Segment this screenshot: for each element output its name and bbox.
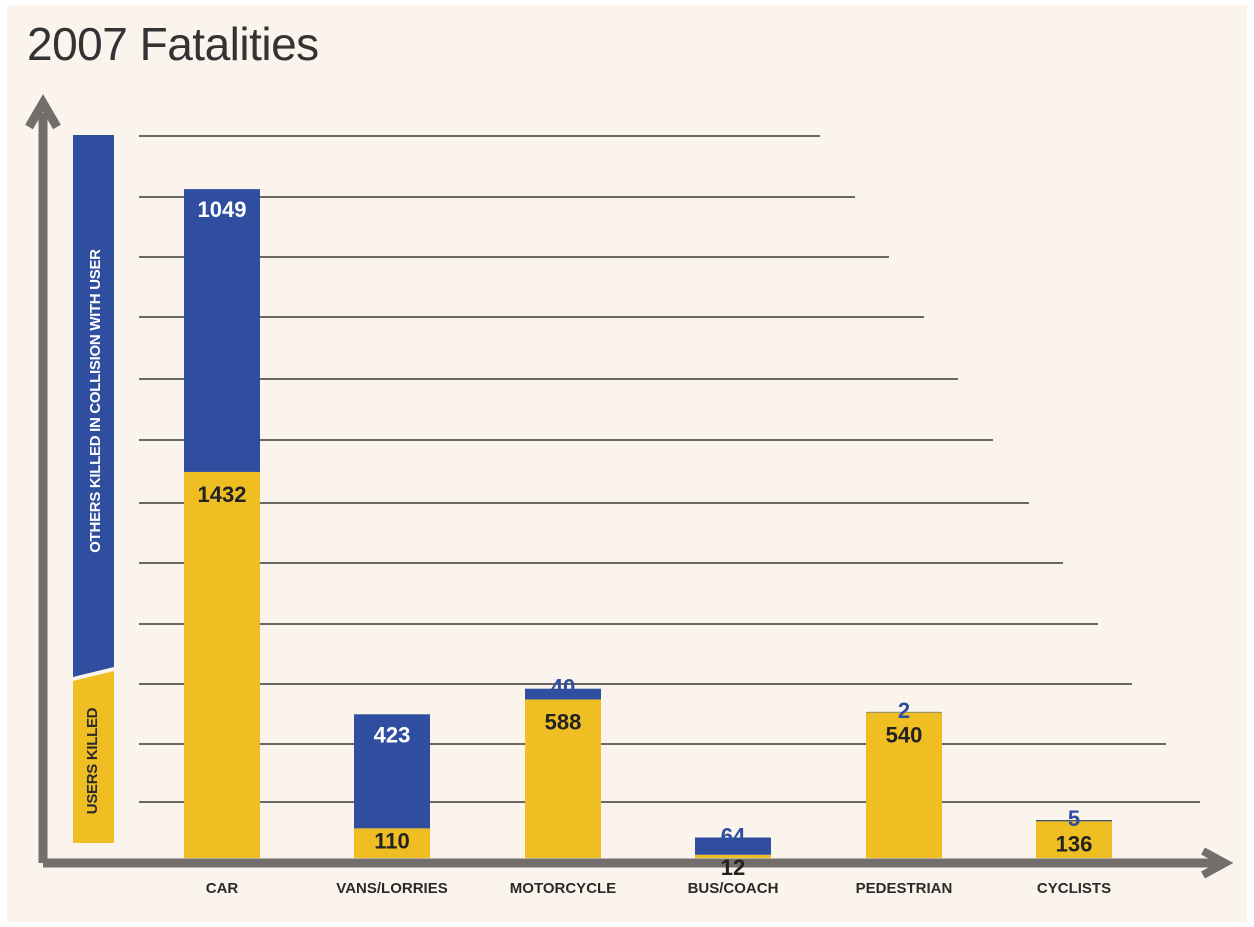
bar-others-2 [525, 688, 601, 700]
bar-users-2 [525, 699, 601, 858]
grid-lines [139, 135, 1200, 803]
data-label-users-3: 12 [721, 855, 745, 880]
data-label-users-0: 1432 [198, 482, 247, 507]
bars [184, 189, 1112, 858]
chart-title: 2007 Fatalities [27, 18, 319, 70]
category-label-1: VANS/LORRIES [336, 880, 447, 897]
legend-swatch-users [73, 671, 114, 843]
bar-others-1 [354, 714, 430, 829]
bar-users-1 [354, 828, 430, 858]
data-label-users-1: 110 [374, 828, 410, 853]
x-axis-arrowhead [1201, 847, 1234, 879]
legend-label-others: OTHERS KILLED IN COLLISION WITH USER [87, 249, 104, 553]
data-label-others-1: 423 [374, 722, 411, 747]
bar-others-0 [184, 189, 260, 472]
axes [25, 94, 1234, 879]
legend-label-users: USERS KILLED [84, 707, 101, 815]
legend-swatch-others [73, 135, 114, 677]
bar-users-3 [695, 854, 771, 858]
data-label-others-2: 40 [551, 675, 575, 700]
data-label-others-0: 1049 [198, 197, 247, 222]
bar-users-5 [1036, 821, 1112, 858]
data-label-users-4: 540 [886, 722, 923, 747]
data-label-others-4: 2 [898, 698, 910, 723]
bar-others-4 [866, 711, 942, 713]
category-label-3: BUS/COACH [688, 880, 779, 897]
y-axis-arrowhead [25, 94, 61, 130]
bar-users-0 [184, 471, 260, 858]
bar-users-4 [866, 712, 942, 858]
category-label-5: CYCLISTS [1037, 880, 1111, 897]
data-label-users-2: 588 [545, 709, 582, 734]
category-label-2: MOTORCYCLE [510, 880, 616, 897]
stacked-bar-chart: 1432 1049 CAR 110 423 VANS/LORRIES 588 40 MOTORC… [25, 94, 1234, 897]
data-label-others-5: 5 [1068, 806, 1080, 831]
legend [73, 135, 114, 843]
chart-area: 2007 Fatalities 1432 1049 CAR 110 423 VANS/LO… [7, 5, 1247, 922]
bar-others-5 [1036, 819, 1112, 822]
category-label-0: CAR [206, 880, 239, 897]
data-label-users-5: 136 [1056, 831, 1093, 856]
data-label-others-3: 64 [721, 824, 746, 849]
category-label-4: PEDESTRIAN [856, 880, 953, 897]
data-labels: 1432 1049 CAR 110 423 VANS/LORRIES 588 40 MOTORC… [198, 197, 1112, 897]
bar-others-3 [695, 837, 771, 855]
